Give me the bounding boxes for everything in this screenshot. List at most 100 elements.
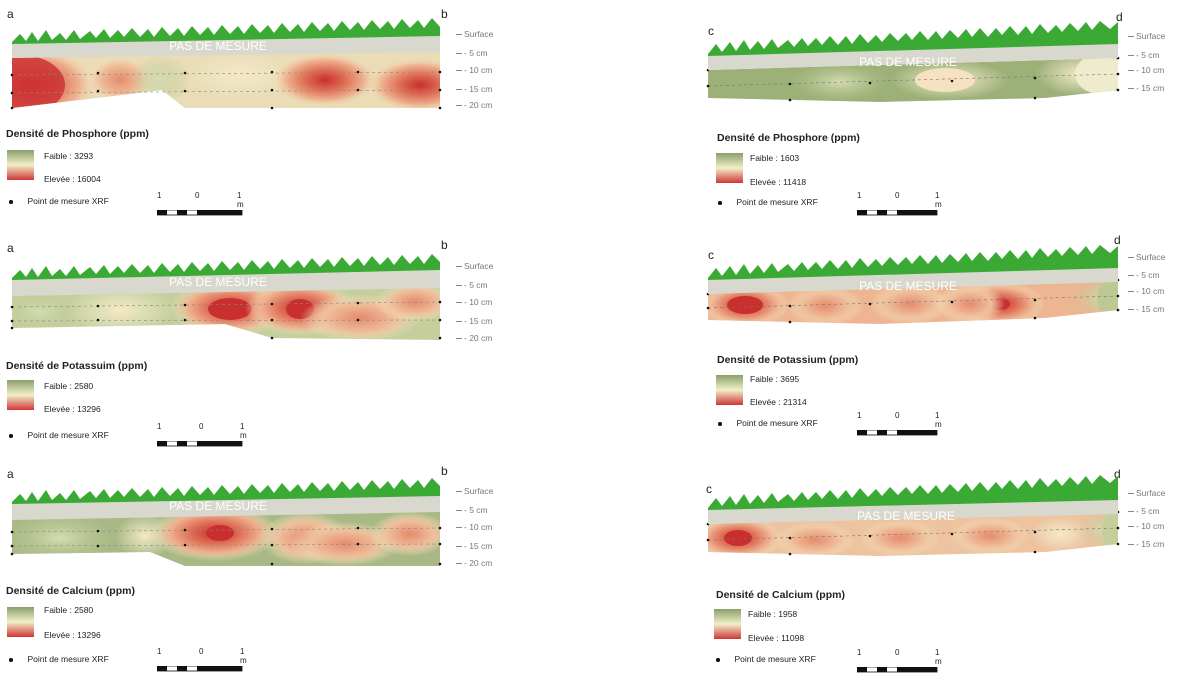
legend-gradient-bar [716,153,743,183]
legend-title: Densité de Phosphore (ppm) [6,128,149,140]
xrf-point-icon [9,434,13,438]
depth-15cm: - 15 cm [456,316,492,326]
legend-gradient-bar [714,609,741,639]
depth-surface: Surface [456,29,493,39]
depth-5cm: - 5 cm [456,505,488,515]
legend-low-value: Faible : 2580 [44,605,94,615]
depth-10cm: - 10 cm [1128,65,1164,75]
soil-profile-graphic: PAS DE MESURE [706,245,1120,324]
legend-gradient-bar [7,380,34,410]
legend-gradient-bar [7,150,34,180]
profile-end-label: b [441,7,448,21]
xrf-point-icon [9,658,13,662]
profile-end-label: d [1116,10,1123,24]
legend-gradient-bar [716,375,743,405]
xrf-point-icon [9,200,13,204]
profile-start-label: a [7,7,14,21]
scale-bar-graphic [156,665,243,672]
legend-title: Densité de Calcium (ppm) [716,589,845,601]
legend-high-value: Elevée : 13296 [44,630,101,640]
legend-low-value: Faible : 2580 [44,381,94,391]
profile-panel-calcium-cd: c d PAS DE MESURE Surface - 5 cm - 10 cm… [700,458,1182,681]
depth-15cm: - 15 cm [1128,304,1164,314]
depth-10cm: - 10 cm [1128,286,1164,296]
pas-de-mesure-label: PAS DE MESURE [859,279,957,293]
xrf-point-icon [716,658,720,662]
legend-xrf-point: Point de mesure XRF [7,196,109,206]
depth-surface: Surface [456,486,493,496]
pas-de-mesure-label: PAS DE MESURE [859,55,957,69]
pas-de-mesure-label: PAS DE MESURE [169,275,267,289]
depth-5cm: - 5 cm [1128,506,1160,516]
scale-bar-graphic [856,666,938,673]
legend-low-value: Faible : 1958 [748,609,798,619]
legend-high-value: Elevée : 16004 [44,174,101,184]
profile-start-label: c [706,482,712,496]
legend-high-value: Elevée : 21314 [750,397,807,407]
depth-5cm: - 5 cm [1128,270,1160,280]
profile-end-label: b [441,238,448,252]
soil-profile-graphic: PAS DE MESURE [10,254,442,340]
legend-title: Densité de Potassium (ppm) [717,354,859,366]
profile-panel-phosphore-cd: c d PAS DE MESURE Surface - 5 cm - 10 cm… [700,0,1182,223]
legend-gradient-bar [7,607,34,637]
soil-profile-graphic: PAS DE MESURE [706,475,1120,556]
soil-profile-graphic: PAS DE MESURE [706,21,1120,102]
legend-title: Densité de Calcium (ppm) [6,585,135,597]
depth-20cm: - 20 cm [456,100,492,110]
depth-surface: Surface [456,261,493,271]
legend-xrf-point: Point de mesure XRF [7,430,109,440]
profile-panel-potassium-ab: a b PAS DE MESURE Surface - 5 cm - 10 cm [0,232,560,455]
depth-15cm: - 15 cm [456,541,492,551]
depth-surface: Surface [1128,252,1165,262]
depth-10cm: - 10 cm [456,297,492,307]
legend-title: Densité de Phosphore (ppm) [717,132,860,144]
legend-xrf-point: Point de mesure XRF [714,654,816,664]
scale-bar-graphic [156,440,243,447]
legend-xrf-point: Point de mesure XRF [716,197,818,207]
profile-start-label: c [708,24,714,38]
profile-start-label: a [7,467,14,481]
profile-start-label: c [708,248,714,262]
legend-high-value: Elevée : 11098 [748,633,805,643]
depth-10cm: - 10 cm [456,65,492,75]
scale-bar-graphic [856,429,938,436]
legend-high-value: Elevée : 11418 [750,177,807,187]
depth-10cm: - 10 cm [456,522,492,532]
profile-end-label: b [441,464,448,478]
pas-de-mesure-label: PAS DE MESURE [169,499,267,513]
depth-10cm: - 10 cm [1128,521,1164,531]
legend-xrf-point: Point de mesure XRF [7,654,109,664]
legend-low-value: Faible : 3695 [750,374,800,384]
legend-low-value: Faible : 3293 [44,151,94,161]
pas-de-mesure-label: PAS DE MESURE [857,509,955,523]
depth-15cm: - 15 cm [1128,539,1164,549]
pas-de-mesure-label: PAS DE MESURE [169,39,267,53]
soil-profile-graphic: PAS DE MESURE [10,18,442,110]
profile-end-label: d [1114,233,1121,247]
depth-5cm: - 5 cm [456,280,488,290]
profile-panel-phosphore-ab: a b PAS DE MESURE Surface - 5 cm - 10 cm [0,0,560,223]
xrf-point-icon [718,201,722,205]
xrf-point-icon [718,422,722,426]
legend-xrf-point: Point de mesure XRF [716,418,818,428]
depth-20cm: - 20 cm [456,333,492,343]
depth-5cm: - 5 cm [1128,50,1160,60]
profile-panel-potassium-cd: c d PAS DE MESURE Surface - 5 cm - 10 cm… [700,228,1182,451]
scale-bar-graphic [856,209,938,216]
depth-15cm: - 15 cm [1128,83,1164,93]
depth-surface: Surface [1128,488,1165,498]
depth-5cm: - 5 cm [456,48,488,58]
profile-end-label: d [1114,467,1121,481]
depth-20cm: - 20 cm [456,558,492,568]
depth-15cm: - 15 cm [456,84,492,94]
scale-bar-graphic [156,209,243,216]
legend-low-value: Faible : 1603 [750,153,800,163]
soil-profile-graphic: PAS DE MESURE [10,478,442,566]
